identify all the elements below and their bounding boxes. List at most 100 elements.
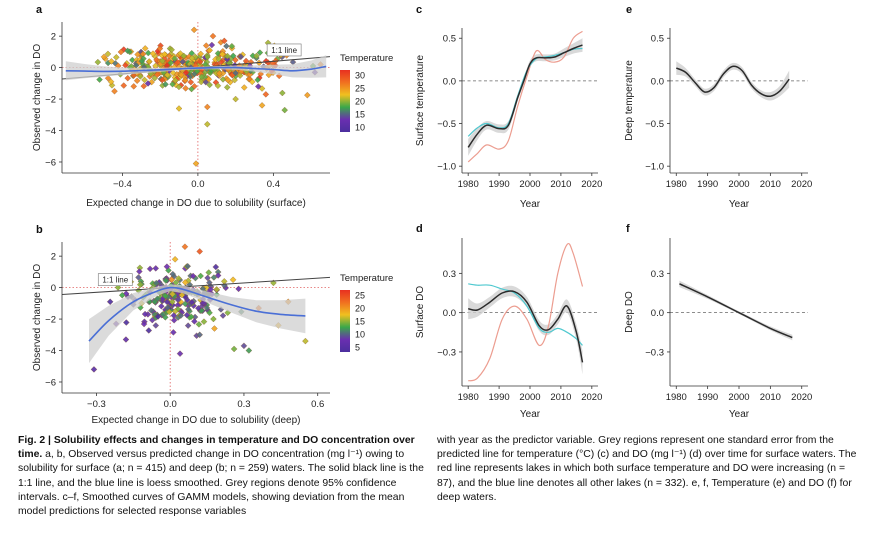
data-point <box>169 80 176 88</box>
plot-area-f <box>670 280 808 341</box>
series-line-main <box>679 283 793 339</box>
x-axis-title: Year <box>729 409 750 420</box>
x-tick-label: 0.6 <box>311 399 324 410</box>
data-point <box>188 85 195 93</box>
data-point <box>221 37 228 45</box>
panel-letter: a <box>36 4 43 16</box>
series-line-red <box>467 30 583 163</box>
data-point <box>204 103 211 111</box>
plot-area-e <box>670 61 808 101</box>
data-point <box>159 57 166 65</box>
y-tick-label: −6 <box>45 377 56 388</box>
data-point <box>141 45 149 52</box>
data-point <box>213 286 220 293</box>
data-point <box>195 304 202 312</box>
data-point <box>188 54 196 62</box>
data-point <box>246 75 253 83</box>
data-point <box>170 329 177 336</box>
standard-error-band <box>676 61 790 101</box>
data-point <box>137 73 144 80</box>
reference-label-box <box>97 273 133 286</box>
data-point <box>178 71 185 79</box>
series-line-cyan <box>468 283 583 346</box>
data-point <box>161 51 168 58</box>
y-tick-label: −1.0 <box>437 162 456 173</box>
data-point <box>237 53 245 60</box>
data-point <box>204 274 211 282</box>
y-tick-label: 0.5 <box>651 34 664 45</box>
x-tick-label: 1990 <box>489 179 510 190</box>
data-point <box>122 336 130 343</box>
data-point <box>230 345 238 353</box>
data-point <box>152 265 160 272</box>
data-point <box>141 76 148 84</box>
data-point <box>184 322 192 329</box>
data-point <box>175 83 183 91</box>
panel-f: f 1980 1990 2000 2010 2020 0.3 0.0 −0.3 Year Deep … <box>624 223 812 420</box>
data-point <box>149 50 157 57</box>
data-point <box>130 83 137 90</box>
data-point <box>118 291 126 299</box>
data-point <box>134 51 141 58</box>
data-point <box>148 78 155 86</box>
panel-d: d 1980 1990 2000 2010 2020 0.3 0.0 −0.3 Year Surfa… <box>415 223 602 420</box>
data-point <box>113 54 120 61</box>
data-point <box>175 105 183 112</box>
data-point <box>123 319 130 326</box>
data-point <box>175 275 182 282</box>
reference-label: 1:1 line <box>271 46 297 55</box>
series-line-main <box>675 65 790 98</box>
legend-colorbar <box>340 70 350 132</box>
y-tick-label: 0.0 <box>443 308 456 319</box>
data-point <box>106 298 114 306</box>
data-point <box>231 76 238 84</box>
data-point <box>170 317 178 324</box>
x-tick-label: 2000 <box>728 392 749 403</box>
data-point <box>221 278 228 285</box>
y-tick-label: 2 <box>51 252 56 263</box>
data-point <box>180 52 187 60</box>
x-tick-label: 2020 <box>581 179 602 190</box>
legend-tick-label: 25 <box>355 291 365 301</box>
panel-e: e 1980 1990 2000 2010 2020 0.5 0.0 −0.5 −1.0 Year D… <box>624 4 812 210</box>
series-line-cyan <box>467 47 583 137</box>
y-axis-title: Deep temperature <box>624 60 635 141</box>
data-point <box>224 52 231 60</box>
data-point <box>188 299 196 306</box>
loess-line <box>65 65 327 73</box>
series-line-main <box>467 44 583 148</box>
data-point <box>202 78 210 86</box>
legend-tick-label: 15 <box>355 317 365 327</box>
data-point <box>200 318 208 325</box>
y-axis-title: Observed change in DO <box>32 264 43 372</box>
y-axis-title: Deep DO <box>624 291 635 333</box>
x-axis-title: Year <box>520 199 541 210</box>
data-point <box>214 82 222 90</box>
y-tick-label: 0 <box>51 283 56 294</box>
x-tick-label: 1980 <box>458 179 479 190</box>
data-point <box>212 263 220 271</box>
data-point <box>185 306 192 313</box>
panel-letter: f <box>626 223 630 235</box>
data-point <box>241 84 248 91</box>
x-tick-label: −0.3 <box>87 399 106 410</box>
data-point <box>229 276 237 283</box>
legend-tick-label: 10 <box>355 122 365 132</box>
data-point <box>122 290 130 297</box>
x-axis-title: Year <box>729 199 750 210</box>
x-tick-label: 2020 <box>581 392 602 403</box>
data-point <box>245 347 253 354</box>
data-point <box>184 262 191 270</box>
series-line-main <box>468 290 584 363</box>
data-point <box>153 279 160 287</box>
data-point <box>279 89 286 97</box>
x-tick-label: 1990 <box>697 392 718 403</box>
x-tick-label: 1980 <box>666 392 687 403</box>
data-point <box>214 272 222 279</box>
data-point <box>255 83 262 90</box>
y-tick-label: −2 <box>45 95 56 106</box>
data-point <box>148 307 155 314</box>
data-point <box>232 56 239 64</box>
data-point <box>129 56 136 64</box>
panel-letter: e <box>626 4 632 16</box>
